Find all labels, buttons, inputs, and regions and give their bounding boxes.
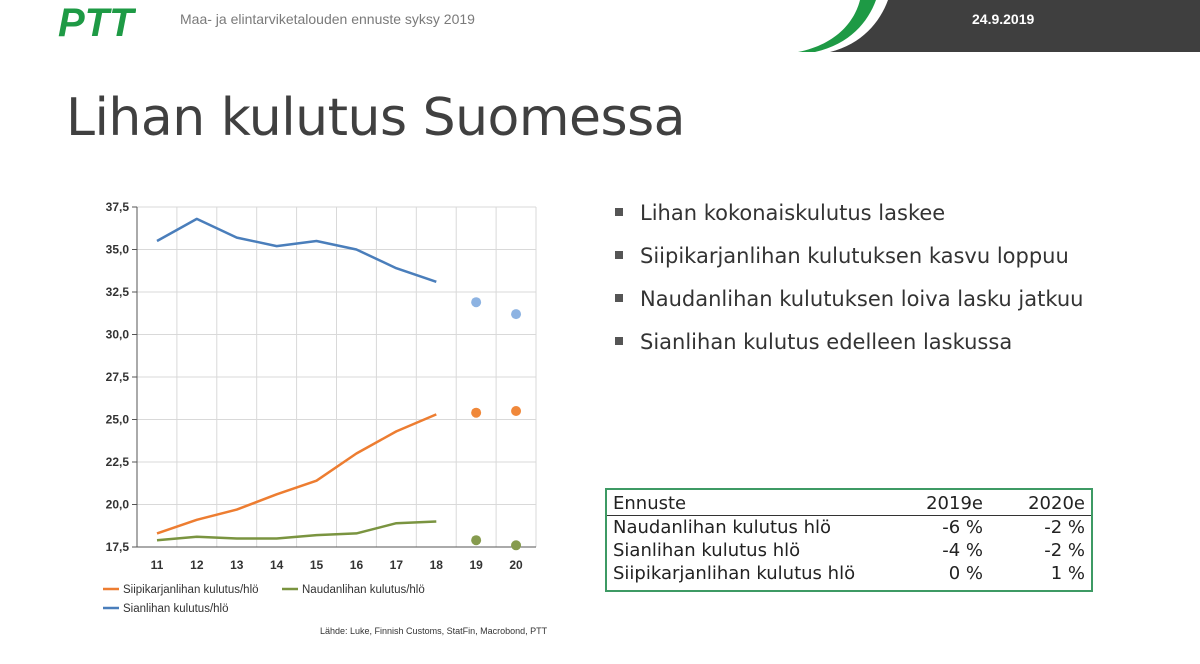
y-tick-label: 32,5 (106, 285, 130, 299)
forecast-value-2020: 1 % (1050, 563, 1085, 584)
forecast-table: Ennuste 2019e 2020e Naudanlihan kulutus … (607, 492, 1091, 585)
forecast-header-2019: 2019e (887, 492, 989, 516)
bullet-square-icon (615, 251, 623, 259)
bullet-square-icon (615, 208, 623, 216)
forecast-value-2019: -4 % (942, 540, 983, 561)
chart-source: Lähde: Luke, Finnish Customs, StatFin, M… (320, 626, 548, 636)
bullet-text: Naudanlihan kulutuksen loiva lasku jatku… (640, 287, 1084, 311)
forecast-header-label: Ennuste (607, 492, 887, 516)
bullet-list: Lihan kokonaiskulutus laskee Siipikarjan… (614, 196, 1083, 368)
forecast-value-2019: -6 % (942, 517, 983, 538)
chart-forecast-points (471, 297, 522, 551)
forecast-row-label: Siipikarjanlihan kulutus hlö (613, 563, 856, 584)
chart-legend: Siipikarjanlihan kulutus/hlö Naudanlihan … (103, 584, 425, 615)
y-tick-label: 22,5 (106, 455, 130, 469)
forecast-row-label: Naudanlihan kulutus hlö (613, 517, 832, 538)
forecast-row: Sianlihan kulutus hlö -4 % -2 % (607, 539, 1091, 562)
forecast-header-row: Ennuste 2019e 2020e (607, 492, 1091, 516)
forecast-point (471, 297, 482, 308)
chart-grid (132, 206, 537, 548)
forecast-point (511, 406, 522, 416)
x-tick-label: 14 (270, 558, 284, 572)
forecast-row: Siipikarjanlihan kulutus hlö 0 % 1 % (607, 562, 1091, 585)
forecast-point (511, 540, 522, 551)
x-tick-label: 20 (509, 558, 523, 572)
bullet-square-icon (615, 337, 623, 345)
forecast-value-2020: -2 % (1044, 540, 1085, 561)
meat-consumption-chart: 17,520,022,525,027,530,032,535,037,5 11 1… (103, 200, 537, 615)
bullet-item: Lihan kokonaiskulutus laskee (614, 196, 1083, 239)
series-line-2 (156, 217, 437, 283)
legend-label: Sianlihan kulutus/hlö (123, 603, 229, 615)
forecast-point (471, 407, 482, 418)
logo-text: PTT (58, 2, 136, 42)
x-tick-label: 17 (390, 558, 404, 572)
legend-label: Siipikarjanlihan kulutus/hlö (123, 584, 259, 596)
x-tick-label: 13 (230, 558, 244, 572)
x-tick-label: 16 (350, 558, 364, 572)
forecast-row-label: Sianlihan kulutus hlö (613, 540, 801, 561)
forecast-row: Naudanlihan kulutus hlö -6 % -2 % (607, 516, 1091, 540)
y-tick-label: 30,0 (106, 328, 130, 342)
bullet-item: Siipikarjanlihan kulutuksen kasvu loppuu (614, 239, 1083, 282)
forecast-header-2020: 2020e (989, 492, 1091, 516)
chart-x-tick-labels: 11 12 13 14 15 16 17 18 19 20 (151, 558, 523, 572)
bullet-text: Siipikarjanlihan kulutuksen kasvu loppuu (640, 244, 1069, 268)
bullet-item: Sianlihan kulutus edelleen laskussa (614, 325, 1083, 368)
forecast-value-2019: 0 % (948, 563, 983, 584)
x-tick-label: 18 (430, 558, 444, 572)
forecast-table-box: Ennuste 2019e 2020e Naudanlihan kulutus … (605, 488, 1093, 592)
forecast-point (471, 535, 482, 546)
x-tick-label: 19 (469, 558, 483, 572)
x-tick-label: 11 (151, 558, 164, 572)
y-tick-label: 17,5 (106, 540, 130, 554)
y-tick-label: 27,5 (106, 370, 130, 384)
header-subtitle: Maa- ja elintarviketalouden ennuste syks… (180, 11, 475, 27)
series-line-0 (156, 413, 437, 535)
bullet-text: Lihan kokonaiskulutus laskee (640, 201, 946, 225)
bullet-text: Sianlihan kulutus edelleen laskussa (640, 330, 1013, 354)
legend-label: Naudanlihan kulutus/hlö (302, 584, 425, 596)
y-tick-label: 25,0 (106, 413, 130, 427)
forecast-value-2020: -2 % (1044, 517, 1085, 538)
series-line-1 (156, 520, 437, 542)
page-title: Lihan kulutus Suomessa (66, 88, 686, 148)
y-tick-label: 37,5 (106, 200, 130, 214)
chart-series-lines (156, 217, 437, 542)
header-date: 24.9.2019 (972, 11, 1035, 27)
bullet-item: Naudanlihan kulutuksen loiva lasku jatku… (614, 282, 1083, 325)
chart-y-tick-labels: 17,5 20,0 22,5 25,0 27,5 30,0 32,5 35,0 37,5 (106, 200, 130, 554)
x-tick-label: 15 (310, 558, 324, 572)
ptt-logo: PTT (58, 1, 137, 47)
y-tick-label: 35,0 (106, 243, 130, 257)
x-tick-label: 12 (190, 558, 204, 572)
forecast-point (511, 309, 522, 320)
bullet-square-icon (615, 294, 623, 302)
y-tick-label: 20,0 (106, 498, 130, 512)
